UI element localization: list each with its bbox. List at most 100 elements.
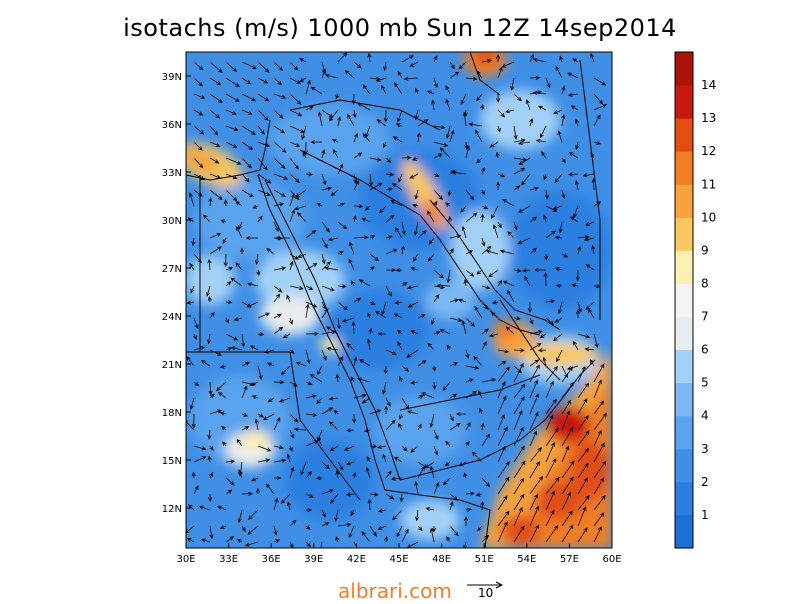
wind-vector xyxy=(385,172,395,177)
wind-vector xyxy=(433,173,440,177)
wind-vector xyxy=(254,253,260,265)
wind-vector xyxy=(488,269,499,278)
colorbar-segment xyxy=(675,316,693,351)
wind-vector xyxy=(249,381,259,386)
wind-vector xyxy=(455,411,466,417)
wind-vector xyxy=(257,445,272,452)
lon-tick-label: 39E xyxy=(304,554,323,565)
wind-vector xyxy=(305,471,312,479)
wind-vector xyxy=(417,230,427,239)
wind-vector xyxy=(335,536,340,543)
lon-tick-label: 45E xyxy=(389,554,408,565)
wind-vector xyxy=(539,333,547,339)
wind-vector xyxy=(513,493,525,511)
wind-vector xyxy=(552,205,563,210)
wind-vector xyxy=(485,249,499,255)
wind-vector xyxy=(401,55,415,63)
wind-vector xyxy=(346,342,355,351)
wind-vector xyxy=(321,509,326,518)
wind-vector xyxy=(321,253,326,265)
wind-vector xyxy=(591,244,596,255)
wind-vector xyxy=(436,283,451,288)
wind-vector xyxy=(556,349,563,363)
wind-vector xyxy=(593,201,602,207)
wind-vector xyxy=(385,214,395,223)
wind-vector xyxy=(433,141,449,147)
wind-vector xyxy=(225,333,239,341)
wind-vector xyxy=(449,362,459,367)
wind-vector xyxy=(583,237,595,242)
wind-vector xyxy=(593,400,605,415)
colorbar-label: 3 xyxy=(701,442,709,456)
wind-vector xyxy=(362,133,371,143)
colorbar-segment xyxy=(675,217,693,251)
wind-vector xyxy=(465,76,478,81)
wind-vector xyxy=(513,396,525,415)
wind-vector xyxy=(305,541,311,548)
wind-vector xyxy=(278,397,291,403)
wind-vector xyxy=(337,203,345,207)
wind-vector xyxy=(286,294,291,303)
wind-vector xyxy=(406,285,419,290)
wind-vector xyxy=(235,201,243,207)
wind-vector xyxy=(385,470,392,479)
wind-vector xyxy=(585,301,595,311)
lat-tick-label: 36N xyxy=(162,120,182,131)
wind-vector xyxy=(209,157,220,164)
wind-vector xyxy=(479,407,483,415)
wind-vector xyxy=(593,77,607,86)
wind-vector xyxy=(444,461,451,467)
wind-vector xyxy=(351,321,356,335)
wind-vector xyxy=(289,61,299,71)
wind-vector xyxy=(394,300,403,305)
wind-vector xyxy=(521,268,531,273)
wind-vector xyxy=(561,113,566,127)
wind-vector xyxy=(431,317,436,326)
wind-vector xyxy=(193,253,202,264)
wind-vector xyxy=(209,445,214,451)
wind-vectors xyxy=(186,52,608,548)
wind-vector xyxy=(529,330,543,335)
wind-vector xyxy=(289,381,298,387)
wind-vector xyxy=(350,509,355,517)
wind-vector xyxy=(241,109,253,115)
wind-vector xyxy=(497,495,508,511)
wind-vector xyxy=(529,505,539,527)
wind-vector xyxy=(417,423,422,431)
wind-vector xyxy=(220,425,227,431)
wind-vector xyxy=(433,482,440,495)
colorbar-segment xyxy=(675,514,693,549)
wind-vector xyxy=(256,269,261,277)
wind-vector xyxy=(415,509,420,522)
wind-vector xyxy=(543,173,548,181)
wind-vector xyxy=(575,309,581,318)
wind-vector xyxy=(316,476,323,481)
wind-vector xyxy=(273,109,284,119)
wind-vector xyxy=(577,415,589,431)
wind-vector xyxy=(266,483,275,495)
wind-vector xyxy=(426,90,435,95)
colorbar-label: 12 xyxy=(701,144,716,158)
wind-vector xyxy=(513,138,526,143)
wind-vector xyxy=(427,342,435,351)
wind-vector xyxy=(348,258,355,271)
wind-vector xyxy=(241,385,248,399)
wind-vector xyxy=(529,75,541,80)
wind-vector xyxy=(445,125,451,139)
wind-vector xyxy=(241,189,254,198)
wind-vector xyxy=(529,447,542,463)
wind-vector xyxy=(529,359,540,367)
wind-vector xyxy=(481,534,489,543)
wind-vector xyxy=(255,487,261,495)
wind-vector xyxy=(593,284,601,289)
lon-tick-label: 51E xyxy=(475,554,494,565)
wind-vector xyxy=(345,461,355,466)
wind-vector xyxy=(465,390,478,399)
wind-vector xyxy=(209,232,222,239)
wind-vector xyxy=(527,301,533,313)
wind-vector xyxy=(238,469,243,479)
wind-vector xyxy=(505,326,515,335)
wind-vector xyxy=(352,109,357,119)
wind-vector xyxy=(561,510,573,527)
wind-vector xyxy=(417,394,424,399)
